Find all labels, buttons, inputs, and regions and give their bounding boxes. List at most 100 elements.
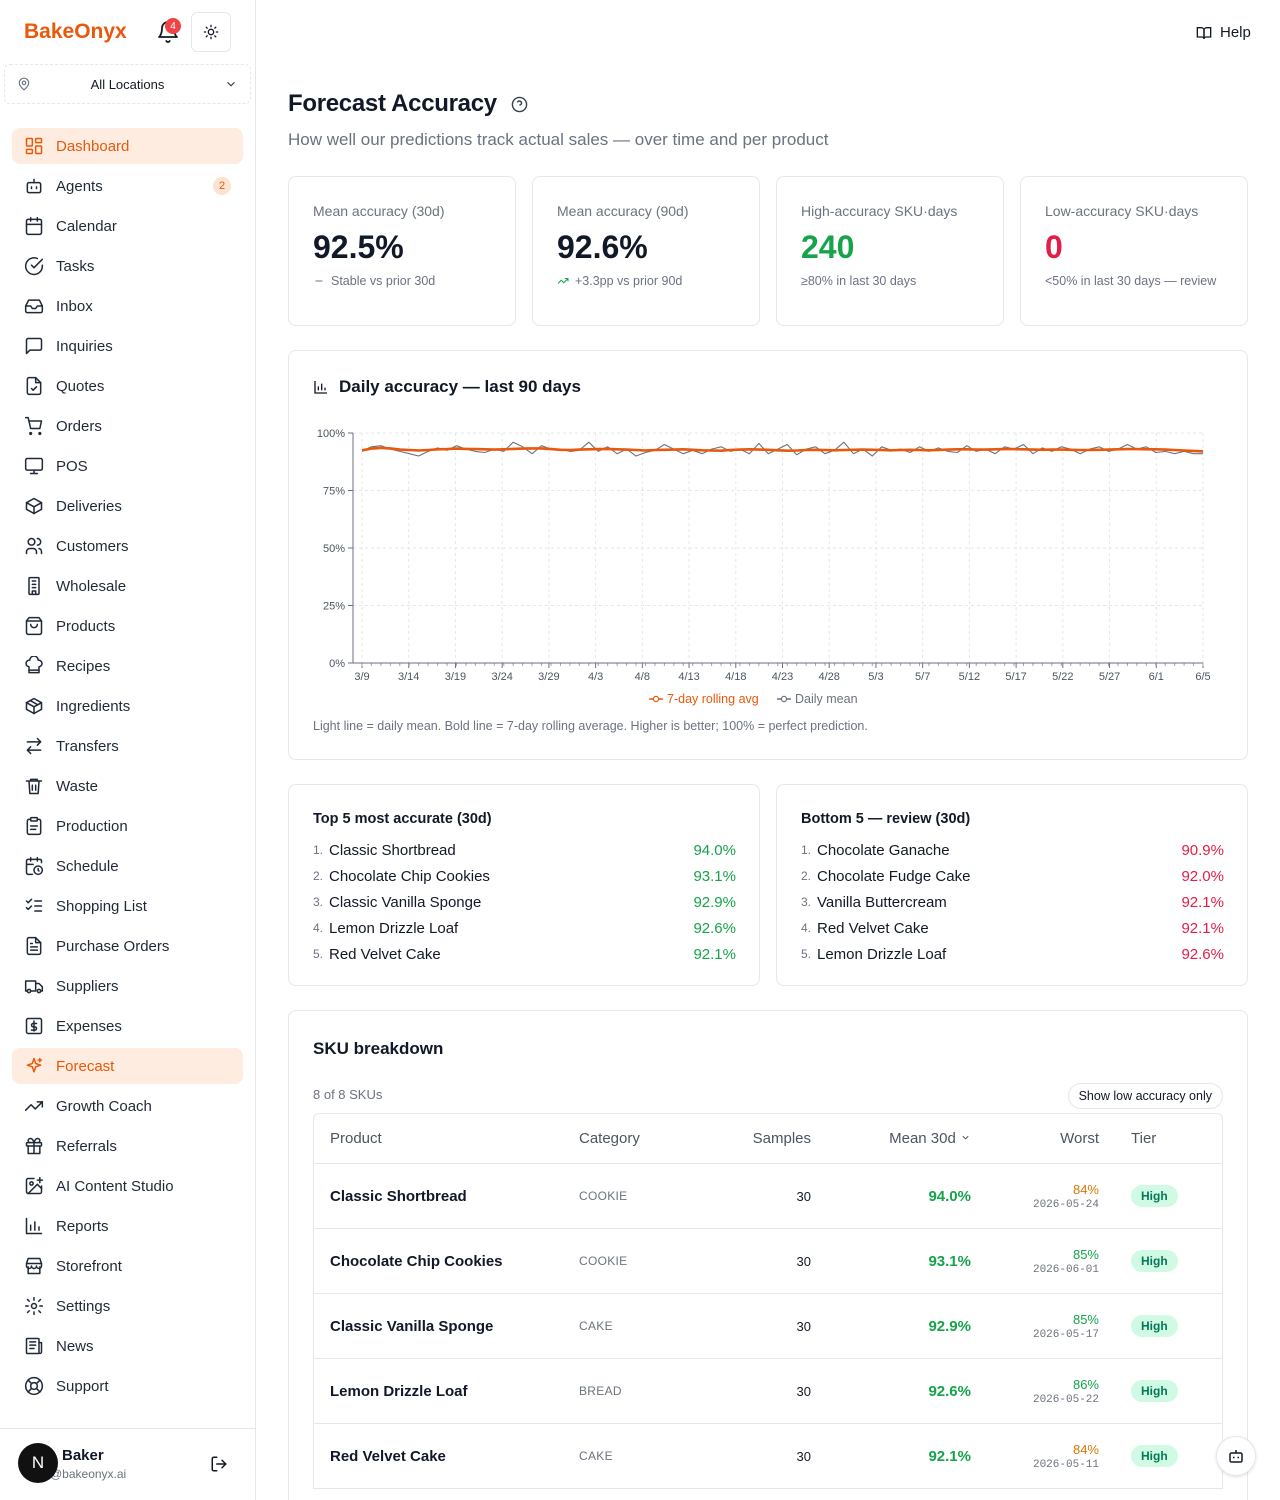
assistant-button[interactable] — [1216, 1436, 1256, 1476]
trend-icon — [24, 1101, 44, 1111]
sidebar-item-settings[interactable]: Settings — [12, 1288, 243, 1324]
file-icon — [26, 376, 42, 396]
sidebar-item-support[interactable]: Support — [12, 1368, 243, 1404]
worst-date: 2026-06-01 — [1032, 1263, 1099, 1276]
sidebar-item-schedule[interactable]: Schedule — [12, 848, 243, 884]
sidebar-item-news[interactable]: News — [12, 1328, 243, 1364]
sidebar-item-pos[interactable]: POS — [12, 448, 243, 484]
col-tier[interactable]: Tier — [1131, 1130, 1157, 1147]
newspaper-icon — [25, 1337, 43, 1355]
sidebar-item-ai-content-studio[interactable]: AI Content Studio — [12, 1168, 243, 1204]
sidebar-item-deliveries[interactable]: Deliveries — [12, 488, 243, 524]
y-tick-label: 100% — [317, 428, 345, 440]
table-body: Classic Shortbread COOKIE 30 94.0% 84% 2026-0… — [314, 1164, 1222, 1489]
rank-number: 1. — [801, 843, 812, 857]
sidebar-item-label: Schedule — [56, 857, 119, 875]
sidebar-item-wholesale[interactable]: Wholesale — [12, 568, 243, 604]
sidebar-item-suppliers[interactable]: Suppliers — [12, 968, 243, 1004]
table-row[interactable]: Lemon Drizzle Loaf BREAD 30 92.6% 86% 2026-05… — [314, 1359, 1222, 1424]
calendar-icon — [25, 216, 43, 236]
help-button[interactable]: Help — [1196, 24, 1251, 41]
sidebar-item-inquiries[interactable]: Inquiries — [12, 328, 243, 364]
kpi-value: 240 — [801, 229, 855, 265]
sidebar-item-purchase-orders[interactable]: Purchase Orders — [12, 928, 243, 964]
tier-badge: High — [1131, 1315, 1178, 1337]
kpi-note-text: ≥80% in last 30 days — [801, 274, 917, 288]
product-name: Chocolate Chip Cookies — [329, 867, 490, 885]
accuracy-value: 92.9% — [693, 893, 736, 911]
daily-accuracy-card: Daily accuracy — last 90 days 0% 25% 50% 75… — [288, 350, 1248, 760]
col-product[interactable]: Product — [330, 1130, 382, 1147]
y-tick-label: 0% — [329, 658, 345, 670]
sidebar-item-quotes[interactable]: Quotes — [12, 368, 243, 404]
theme-toggle-button[interactable] — [191, 12, 231, 52]
cell-category: COOKIE — [579, 1189, 628, 1203]
sidebar-item-label: Purchase Orders — [56, 937, 170, 955]
help-circle-icon[interactable] — [511, 96, 528, 113]
sidebar-item-shopping-list[interactable]: Shopping List — [12, 888, 243, 924]
table-row[interactable]: Classic Shortbread COOKIE 30 94.0% 84% 2026-0… — [314, 1164, 1222, 1229]
col-mean[interactable]: Mean 30d — [811, 1130, 971, 1147]
worst-value: 86% — [1072, 1376, 1099, 1392]
product-name: Classic Shortbread — [329, 841, 456, 859]
sidebar-item-dashboard[interactable]: Dashboard — [12, 128, 243, 164]
sidebar-item-forecast[interactable]: Forecast — [12, 1048, 243, 1084]
brand-logo[interactable]: BakeOnyx — [24, 20, 127, 43]
avatar[interactable]: N — [18, 1443, 58, 1483]
sidebar-item-production[interactable]: Production — [12, 808, 243, 844]
sku-breakdown-card: SKU breakdown 8 of 8 SKUs Show low accur… — [288, 1010, 1248, 1500]
rank-number: 3. — [313, 895, 324, 909]
cell-tier: High — [1099, 1315, 1178, 1337]
sidebar-item-label: Recipes — [56, 657, 111, 675]
accuracy-value: 94.0% — [693, 841, 736, 859]
sidebar-item-reports[interactable]: Reports — [12, 1208, 243, 1244]
col-samples[interactable]: Samples — [752, 1130, 811, 1147]
map-pin-icon — [18, 77, 30, 91]
table-row[interactable]: Chocolate Chip Cookies COOKIE 30 93.1% 85% 20… — [314, 1229, 1222, 1294]
sidebar-item-recipes[interactable]: Recipes — [12, 648, 243, 684]
kpi-value: 92.6% — [557, 229, 648, 265]
sidebar-item-waste[interactable]: Waste — [12, 768, 243, 804]
notification-badge: 4 — [165, 18, 181, 34]
sidebar-item-storefront[interactable]: Storefront — [12, 1248, 243, 1284]
dashboard-icon — [25, 137, 43, 155]
sidebar-item-referrals[interactable]: Referrals — [12, 1128, 243, 1164]
series-daily-mean-line — [361, 441, 1203, 457]
sidebar-item-ingredients[interactable]: Ingredients — [12, 688, 243, 724]
sidebar-item-customers[interactable]: Customers — [12, 528, 243, 564]
kpi-label: Mean accuracy (30d) — [313, 203, 445, 219]
sidebar-item-growth-coach[interactable]: Growth Coach — [12, 1088, 243, 1124]
sidebar-item-orders[interactable]: Orders — [12, 408, 243, 444]
x-tick-label: 5/3 — [868, 671, 883, 683]
worst-date: 2026-05-11 — [1032, 1458, 1099, 1471]
cell-tier: High — [1099, 1445, 1178, 1467]
col-category[interactable]: Category — [579, 1130, 640, 1147]
logout-icon[interactable] — [210, 1455, 228, 1473]
list-item: 1. Classic Shortbread 94.0% — [313, 837, 736, 863]
sidebar-item-agents[interactable]: Agents 2 — [12, 168, 243, 204]
sidebar-item-inbox[interactable]: Inbox — [12, 288, 243, 324]
chart-caption: Light line = daily mean. Bold line = 7-d… — [313, 719, 868, 733]
low-accuracy-filter-button[interactable]: Show low accuracy only — [1067, 1083, 1223, 1109]
accuracy-value: 92.1% — [1181, 893, 1224, 911]
sidebar-item-transfers[interactable]: Transfers — [12, 728, 243, 764]
col-worst[interactable]: Worst — [1060, 1130, 1099, 1147]
product-name: Chocolate Fudge Cake — [817, 867, 971, 885]
table-header: Product Category Samples Mean 30d Worst … — [314, 1114, 1222, 1164]
y-tick-label: 25% — [323, 601, 345, 613]
sidebar-item-label: Tasks — [56, 257, 95, 275]
sidebar-item-products[interactable]: Products — [12, 608, 243, 644]
sidebar-item-tasks[interactable]: Tasks — [12, 248, 243, 284]
sidebar-item-calendar[interactable]: Calendar — [12, 208, 243, 244]
location-select[interactable]: All Locations — [4, 64, 251, 104]
accuracy-value: 92.6% — [693, 919, 736, 937]
x-tick-label: 5/12 — [959, 671, 980, 683]
cell-tier: High — [1099, 1185, 1178, 1207]
table-row[interactable]: Classic Vanilla Sponge CAKE 30 92.9% 85% 2026… — [314, 1294, 1222, 1359]
cell-worst: 84% 2026-05-24 — [971, 1182, 1099, 1211]
sidebar-item-expenses[interactable]: Expenses — [12, 1008, 243, 1044]
accuracy-value: 92.0% — [1181, 867, 1224, 885]
x-tick-label: 6/1 — [1149, 671, 1164, 683]
table-row[interactable]: Red Velvet Cake CAKE 30 92.1% 84% 2026-05-11 H… — [314, 1424, 1222, 1489]
cell-mean: 92.6% — [928, 1382, 971, 1400]
